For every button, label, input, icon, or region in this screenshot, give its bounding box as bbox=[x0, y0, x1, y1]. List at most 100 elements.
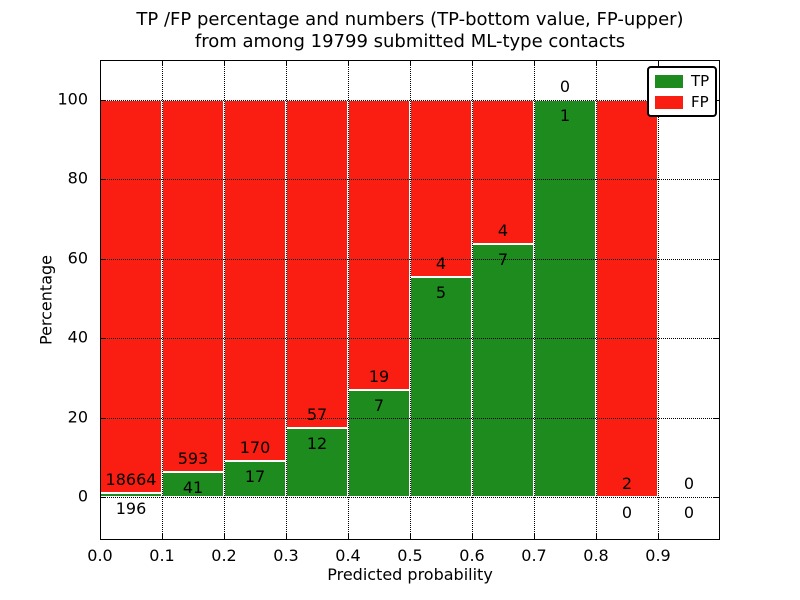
x-tick-mark bbox=[410, 61, 411, 66]
bar-segment-fp bbox=[410, 99, 472, 277]
x-gridline bbox=[286, 60, 287, 540]
tp-count-label: 17 bbox=[244, 467, 266, 487]
x-gridline bbox=[596, 60, 597, 540]
x-tick-label: 0.1 bbox=[149, 546, 175, 565]
y-tick-mark bbox=[101, 338, 106, 340]
y-tick-mark bbox=[101, 497, 106, 499]
x-tick-mark bbox=[348, 534, 349, 539]
y-tick-label: 40 bbox=[67, 327, 88, 347]
x-tick-mark bbox=[348, 61, 349, 66]
bar-segment-tp bbox=[348, 390, 410, 498]
fp-count-label: 4 bbox=[435, 253, 447, 273]
tp-count-label: 0 bbox=[621, 503, 633, 523]
bar-segment-tp bbox=[224, 461, 286, 498]
x-tick-mark bbox=[100, 534, 101, 539]
legend-label-tp: TP bbox=[691, 72, 710, 90]
fp-count-label: 0 bbox=[683, 474, 695, 494]
bar-segment-fp bbox=[286, 99, 348, 429]
bar-segment-fp bbox=[472, 99, 534, 245]
x-tick-label: 0.5 bbox=[397, 546, 423, 565]
tp-count-label: 196 bbox=[115, 499, 147, 519]
x-tick-mark bbox=[534, 534, 535, 539]
chart-title-line2: from among 19799 submitted ML-type conta… bbox=[194, 31, 626, 52]
fp-count-label: 19 bbox=[368, 367, 390, 387]
x-tick-mark bbox=[162, 534, 163, 539]
x-tick-mark bbox=[596, 61, 597, 66]
bar-segment-fp bbox=[162, 99, 224, 472]
x-tick-mark bbox=[534, 61, 535, 66]
y-tick-mark bbox=[714, 258, 719, 260]
fp-count-label: 4 bbox=[497, 221, 509, 241]
tp-count-label: 12 bbox=[306, 434, 328, 454]
bar-segment-tp bbox=[534, 99, 596, 498]
y-tick-label: 100 bbox=[57, 89, 88, 109]
bar-segment-tp bbox=[286, 428, 348, 498]
x-tick-mark bbox=[100, 61, 101, 66]
x-tick-label: 0.3 bbox=[273, 546, 299, 565]
chart-title-line1: TP /FP percentage and numbers (TP-bottom… bbox=[136, 9, 684, 30]
tp-count-label: 1 bbox=[559, 105, 571, 125]
y-tick-mark bbox=[101, 179, 106, 181]
bar-segment-fp bbox=[224, 99, 286, 462]
bar-segment-fp bbox=[348, 99, 410, 391]
fp-count-label: 170 bbox=[239, 438, 271, 458]
legend-entry-fp: FP bbox=[655, 93, 709, 111]
bar-segment-fp bbox=[596, 99, 658, 498]
x-tick-label: 0.7 bbox=[521, 546, 547, 565]
x-tick-mark bbox=[286, 61, 287, 66]
x-gridline bbox=[658, 60, 659, 540]
x-gridline bbox=[472, 60, 473, 540]
legend-label-fp: FP bbox=[691, 93, 709, 111]
y-axis-label: Percentage bbox=[36, 254, 56, 346]
y-tick-mark bbox=[101, 258, 106, 260]
y-tick-label: 60 bbox=[67, 248, 88, 268]
x-tick-mark bbox=[472, 534, 473, 539]
x-tick-mark bbox=[224, 61, 225, 66]
x-tick-label: 0.6 bbox=[459, 546, 485, 565]
fp-count-label: 593 bbox=[177, 448, 209, 468]
x-axis-label: Predicted probability bbox=[327, 565, 493, 584]
fp-count-label: 2 bbox=[621, 474, 633, 494]
y-tick-label: 80 bbox=[67, 168, 88, 188]
x-tick-mark bbox=[658, 61, 659, 66]
bar-segment-tp bbox=[410, 276, 472, 498]
x-gridline bbox=[410, 60, 411, 540]
bar-segment-fp bbox=[100, 99, 162, 494]
y-tick-mark bbox=[714, 497, 719, 499]
fp-count-label: 0 bbox=[559, 76, 571, 96]
x-tick-label: 0.2 bbox=[211, 546, 237, 565]
tp-color-swatch bbox=[655, 74, 683, 88]
x-tick-mark bbox=[658, 534, 659, 539]
legend: TP FP bbox=[647, 66, 718, 117]
x-tick-mark bbox=[224, 534, 225, 539]
fp-color-swatch bbox=[655, 95, 683, 109]
x-tick-mark bbox=[162, 61, 163, 66]
x-tick-mark bbox=[286, 534, 287, 539]
tp-count-label: 0 bbox=[683, 503, 695, 523]
x-tick-label: 0.9 bbox=[645, 546, 671, 565]
x-gridline bbox=[348, 60, 349, 540]
fp-count-label: 18664 bbox=[105, 470, 157, 490]
y-tick-label: 0 bbox=[77, 486, 88, 506]
y-tick-mark bbox=[101, 417, 106, 419]
x-tick-label: 0.8 bbox=[583, 546, 609, 565]
y-tick-mark bbox=[101, 99, 106, 101]
tp-count-label: 7 bbox=[373, 396, 385, 416]
x-gridline bbox=[162, 60, 163, 540]
y-tick-mark bbox=[714, 179, 719, 181]
tp-count-label: 7 bbox=[497, 250, 509, 270]
x-tick-mark bbox=[410, 534, 411, 539]
x-tick-label: 0.0 bbox=[87, 546, 113, 565]
fp-count-label: 57 bbox=[306, 405, 328, 425]
x-gridline bbox=[534, 60, 535, 540]
x-tick-mark bbox=[596, 534, 597, 539]
legend-entry-tp: TP bbox=[655, 72, 709, 90]
bar-segment-tp bbox=[472, 244, 534, 498]
x-tick-mark bbox=[472, 61, 473, 66]
x-gridline bbox=[224, 60, 225, 540]
x-tick-label: 0.4 bbox=[335, 546, 361, 565]
tp-count-label: 5 bbox=[435, 282, 447, 302]
y-tick-mark bbox=[714, 417, 719, 419]
y-tick-mark bbox=[714, 338, 719, 340]
